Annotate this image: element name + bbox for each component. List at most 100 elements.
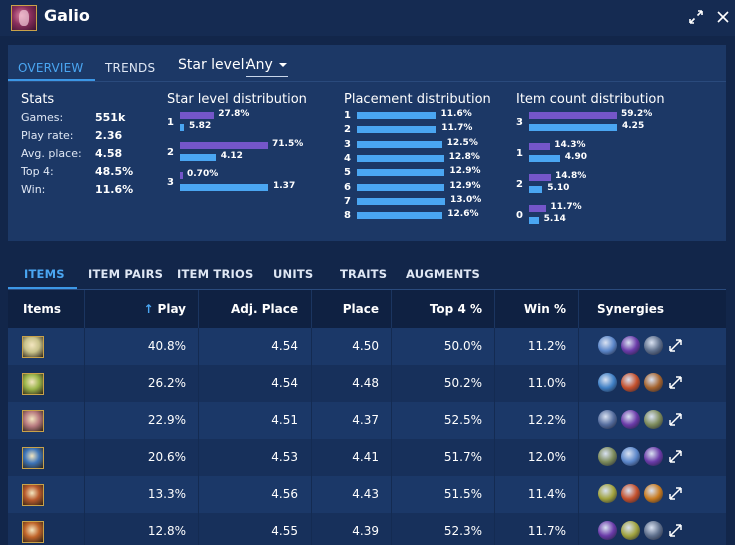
tab-item-trios[interactable]: ITEM TRIOS bbox=[177, 267, 254, 281]
synergy-icon[interactable] bbox=[598, 373, 617, 392]
expand-arrow-icon bbox=[668, 339, 682, 352]
placement-label: 5 bbox=[344, 167, 351, 179]
column-separator bbox=[198, 290, 199, 328]
data-tabs-divider bbox=[8, 289, 726, 290]
star-level-dropdown[interactable]: Any bbox=[246, 57, 288, 77]
synergy-icon[interactable] bbox=[598, 336, 617, 355]
tab-units[interactable]: UNITS bbox=[273, 267, 314, 281]
close-button[interactable] bbox=[712, 6, 734, 28]
percentage-value: 11.7% bbox=[550, 202, 582, 212]
column-separator bbox=[311, 290, 312, 328]
avg-place-value: 1.37 bbox=[273, 181, 296, 191]
avg-place-bar bbox=[529, 186, 543, 193]
play-rate-cell: 12.8% bbox=[147, 524, 186, 538]
maximize-button[interactable] bbox=[685, 6, 707, 28]
percentage-bar bbox=[180, 172, 183, 179]
header-top4[interactable]: Top 4 % bbox=[429, 302, 482, 316]
avg-place-bar bbox=[529, 155, 560, 162]
header-items[interactable]: Items bbox=[23, 302, 61, 316]
win-cell: 11.0% bbox=[527, 376, 566, 390]
distribution-row-label: 2 bbox=[516, 179, 523, 190]
percentage-bar bbox=[529, 174, 551, 181]
window-title: Galio bbox=[44, 6, 90, 25]
synergy-icon[interactable] bbox=[644, 484, 663, 503]
synergy-icon[interactable] bbox=[621, 410, 640, 429]
item-count-distribution-title: Item count distribution bbox=[516, 92, 665, 107]
distribution-row-label: 0 bbox=[516, 210, 523, 221]
synergy-icon[interactable] bbox=[621, 521, 640, 540]
expand-synergies-button[interactable] bbox=[666, 373, 684, 393]
placement-label: 6 bbox=[344, 181, 351, 193]
expand-synergies-button[interactable] bbox=[666, 521, 684, 541]
stat-row: Top 4: 48.5% bbox=[21, 165, 151, 179]
item-icon-sunfire[interactable] bbox=[22, 484, 44, 506]
item-icon-gargoyle[interactable] bbox=[22, 373, 44, 395]
synergy-icon[interactable] bbox=[598, 521, 617, 540]
avg-place-value: 4.12 bbox=[220, 151, 243, 161]
cell-separator bbox=[198, 402, 199, 439]
cell-separator bbox=[391, 476, 392, 513]
header-place[interactable]: Place bbox=[342, 302, 379, 316]
table-row[interactable]: 13.3% 4.56 4.43 51.5% 11.4% bbox=[8, 476, 726, 513]
tab-traits[interactable]: TRAITS bbox=[340, 267, 388, 281]
stat-row: Games: 551k bbox=[21, 111, 151, 125]
stat-row: Play rate: 2.36 bbox=[21, 129, 151, 143]
table-row[interactable]: 12.8% 4.55 4.39 52.3% 11.7% bbox=[8, 513, 726, 545]
cell-separator bbox=[578, 365, 579, 402]
expand-synergies-button[interactable] bbox=[666, 410, 684, 430]
stat-value: 48.5% bbox=[95, 165, 134, 178]
tab-overview[interactable]: OVERVIEW bbox=[18, 61, 84, 75]
table-row[interactable]: 20.6% 4.53 4.41 51.7% 12.0% bbox=[8, 439, 726, 476]
item-icon-warmogs[interactable] bbox=[22, 336, 44, 358]
table-row[interactable]: 22.9% 4.51 4.37 52.5% 12.2% bbox=[8, 402, 726, 439]
stat-row: Avg. place: 4.58 bbox=[21, 147, 151, 161]
item-icon-redbuff[interactable] bbox=[22, 521, 44, 543]
synergy-icon[interactable] bbox=[644, 447, 663, 466]
percentage-value: 0.70% bbox=[187, 169, 219, 179]
top4-cell: 51.7% bbox=[443, 450, 482, 464]
percentage-bar bbox=[180, 142, 268, 149]
placement-bar bbox=[357, 140, 442, 148]
top4-cell: 52.5% bbox=[443, 413, 482, 427]
synergy-icon[interactable] bbox=[621, 373, 640, 392]
synergy-icon[interactable] bbox=[644, 410, 663, 429]
cell-separator bbox=[494, 513, 495, 545]
synergy-icon[interactable] bbox=[644, 336, 663, 355]
cell-separator bbox=[391, 513, 392, 545]
table-row[interactable]: 26.2% 4.54 4.48 50.2% 11.0% bbox=[8, 365, 726, 402]
header-win[interactable]: Win % bbox=[523, 302, 566, 316]
tab-trends[interactable]: TRENDS bbox=[105, 61, 156, 75]
placement-bar bbox=[357, 183, 445, 191]
synergy-icon[interactable] bbox=[644, 521, 663, 540]
header-adj-place[interactable]: Adj. Place bbox=[231, 302, 298, 316]
synergy-icon[interactable] bbox=[621, 336, 640, 355]
synergy-icon[interactable] bbox=[621, 484, 640, 503]
tab-item-pairs[interactable]: ITEM PAIRS bbox=[88, 267, 164, 281]
synergy-icon[interactable] bbox=[598, 484, 617, 503]
tab-augments[interactable]: AUGMENTS bbox=[406, 267, 480, 281]
synergy-icon[interactable] bbox=[598, 410, 617, 429]
play-rate-cell: 26.2% bbox=[147, 376, 186, 390]
synergy-icon[interactable] bbox=[644, 373, 663, 392]
avg-place-value: 5.14 bbox=[543, 214, 566, 224]
header-play-rate[interactable]: ↑Play rate bbox=[124, 290, 186, 354]
stat-value: 11.6% bbox=[95, 183, 134, 196]
table-header: Items ↑Play rate Adj. Place Place Top 4 … bbox=[8, 290, 726, 354]
expand-synergies-button[interactable] bbox=[666, 484, 684, 504]
expand-synergies-button[interactable] bbox=[666, 336, 684, 356]
expand-synergies-button[interactable] bbox=[666, 447, 684, 467]
stat-row: Win: 11.6% bbox=[21, 183, 151, 197]
synergy-icon[interactable] bbox=[598, 447, 617, 466]
tab-items[interactable]: ITEMS bbox=[24, 267, 65, 281]
expand-arrow-icon bbox=[668, 376, 682, 389]
win-cell: 12.0% bbox=[527, 450, 566, 464]
close-icon bbox=[717, 11, 729, 23]
top4-cell: 50.2% bbox=[443, 376, 482, 390]
adj-place-cell: 4.51 bbox=[271, 413, 298, 427]
item-icon-ionic[interactable] bbox=[22, 447, 44, 469]
table-row[interactable]: 40.8% 4.54 4.50 50.0% 11.2% bbox=[8, 328, 726, 365]
item-icon-bramble[interactable] bbox=[22, 410, 44, 432]
synergy-icon[interactable] bbox=[621, 447, 640, 466]
win-cell: 12.2% bbox=[527, 413, 566, 427]
column-separator bbox=[494, 290, 495, 328]
